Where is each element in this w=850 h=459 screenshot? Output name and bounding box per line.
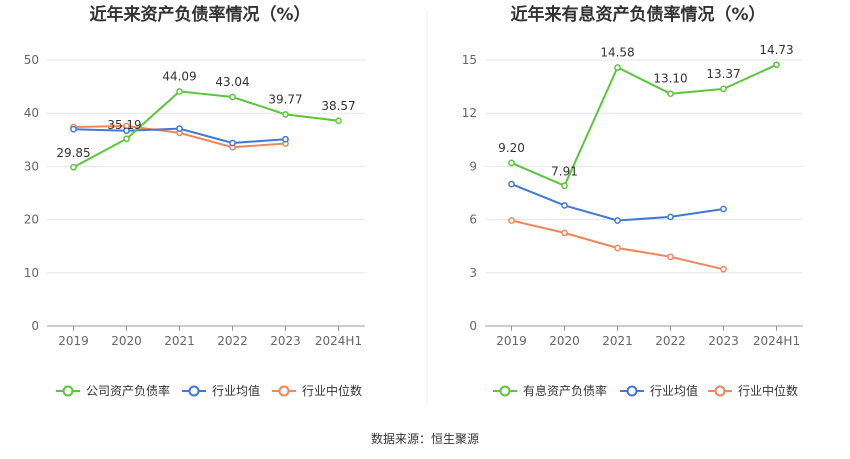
- legend-label: 有息资产负债率: [523, 383, 607, 398]
- x-tick-label: 2021: [602, 334, 633, 348]
- x-tick-label: 2024H1: [315, 334, 362, 348]
- y-tick-label: 0: [31, 319, 39, 333]
- data-point[interactable]: [561, 229, 568, 237]
- legend-label: 行业均值: [650, 383, 698, 398]
- y-tick-label: 0: [469, 319, 477, 333]
- y-tick-label: 9: [469, 159, 477, 173]
- data-point[interactable]: [229, 93, 236, 101]
- data-point[interactable]: [70, 163, 77, 171]
- y-tick-label: 12: [462, 106, 477, 120]
- data-point[interactable]: [176, 88, 183, 95]
- legend-marker: [278, 385, 290, 397]
- data-label: 7.91: [551, 165, 578, 179]
- data-point[interactable]: [282, 135, 289, 143]
- chart-total-debt-ratio: 近年来资产负债率情况（%） 0 10 20 30 40 50 2019 2020 2021 202…: [24, 4, 365, 398]
- x-tick-label: 2021: [164, 334, 195, 348]
- data-label: 13.37: [706, 67, 740, 81]
- chart-title: 近年来有息资产负债率情况（%）: [510, 4, 765, 25]
- data-point[interactable]: [773, 61, 780, 69]
- data-point[interactable]: [176, 125, 183, 132]
- legend-marker: [626, 385, 638, 397]
- data-point[interactable]: [335, 117, 342, 125]
- series-line: [511, 63, 777, 188]
- data-label: 9.20: [498, 141, 525, 155]
- legend-item[interactable]: 行业均值: [182, 383, 260, 398]
- data-point[interactable]: [667, 253, 674, 261]
- data-point[interactable]: [667, 90, 674, 98]
- data-point[interactable]: [123, 127, 130, 135]
- y-tick-label: 50: [24, 53, 39, 67]
- y-tick-label: 6: [469, 213, 477, 227]
- legend-label: 行业中位数: [302, 383, 362, 398]
- legend-item[interactable]: 公司资产负债率: [56, 383, 170, 398]
- data-label: 13.10: [653, 72, 687, 86]
- legend-item[interactable]: 行业中位数: [272, 383, 362, 398]
- legend-marker: [714, 385, 726, 397]
- legend-item[interactable]: 有息资产负债率: [493, 383, 607, 398]
- data-point[interactable]: [614, 64, 621, 71]
- legend-item[interactable]: 行业中位数: [708, 383, 798, 398]
- data-label: 14.73: [759, 43, 793, 57]
- x-tick-label: 2019: [496, 334, 527, 348]
- data-point[interactable]: [614, 217, 621, 224]
- x-tick-label: 2020: [549, 334, 580, 348]
- data-point[interactable]: [561, 182, 568, 190]
- data-label: 38.57: [321, 99, 355, 113]
- data-label: 29.85: [56, 146, 90, 160]
- data-point[interactable]: [282, 111, 289, 118]
- y-tick-label: 15: [462, 53, 477, 67]
- data-point[interactable]: [229, 139, 236, 147]
- data-point[interactable]: [508, 180, 515, 188]
- data-point[interactable]: [720, 85, 727, 93]
- data-label: 43.04: [215, 75, 249, 89]
- data-label: 39.77: [268, 92, 302, 106]
- series-line: [511, 183, 724, 222]
- data-point[interactable]: [667, 213, 674, 221]
- legend-label: 行业均值: [212, 383, 260, 398]
- data-point[interactable]: [70, 125, 77, 133]
- data-point[interactable]: [720, 205, 727, 213]
- x-tick-label: 2022: [655, 334, 686, 348]
- chart-interest-debt-ratio: 近年来有息资产负债率情况（%） 0 3 6 9 12 15 2019 2020 2021 2022…: [462, 4, 803, 398]
- y-tick-label: 40: [24, 106, 39, 120]
- legend-marker: [188, 385, 200, 397]
- y-tick-label: 10: [24, 266, 39, 280]
- data-source-note: 数据来源：恒生聚源: [370, 432, 479, 446]
- series-line: [73, 90, 339, 169]
- data-label: 44.09: [162, 69, 196, 83]
- data-point[interactable]: [720, 265, 727, 273]
- y-tick-label: 30: [24, 159, 39, 173]
- x-tick-label: 2024H1: [753, 334, 800, 348]
- x-tick-label: 2022: [217, 334, 248, 348]
- x-tick-label: 2019: [58, 334, 89, 348]
- x-tick-label: 2023: [270, 334, 301, 348]
- data-label: 35.19: [107, 118, 141, 132]
- legend-label: 行业中位数: [738, 383, 798, 398]
- data-point[interactable]: [508, 217, 515, 224]
- data-point[interactable]: [508, 159, 515, 167]
- x-tick-label: 2020: [111, 334, 142, 348]
- legend-marker: [62, 385, 74, 397]
- chart-title: 近年来资产负债率情况（%）: [89, 4, 310, 25]
- legend-label: 公司资产负债率: [86, 383, 170, 398]
- data-point[interactable]: [123, 135, 130, 143]
- data-point[interactable]: [614, 244, 621, 252]
- y-tick-label: 20: [24, 213, 39, 227]
- y-tick-label: 3: [469, 266, 477, 280]
- data-point[interactable]: [561, 202, 568, 209]
- data-label: 14.58: [600, 45, 634, 59]
- x-tick-label: 2023: [708, 334, 739, 348]
- legend-item[interactable]: 行业均值: [620, 383, 698, 398]
- legend-marker: [499, 385, 511, 397]
